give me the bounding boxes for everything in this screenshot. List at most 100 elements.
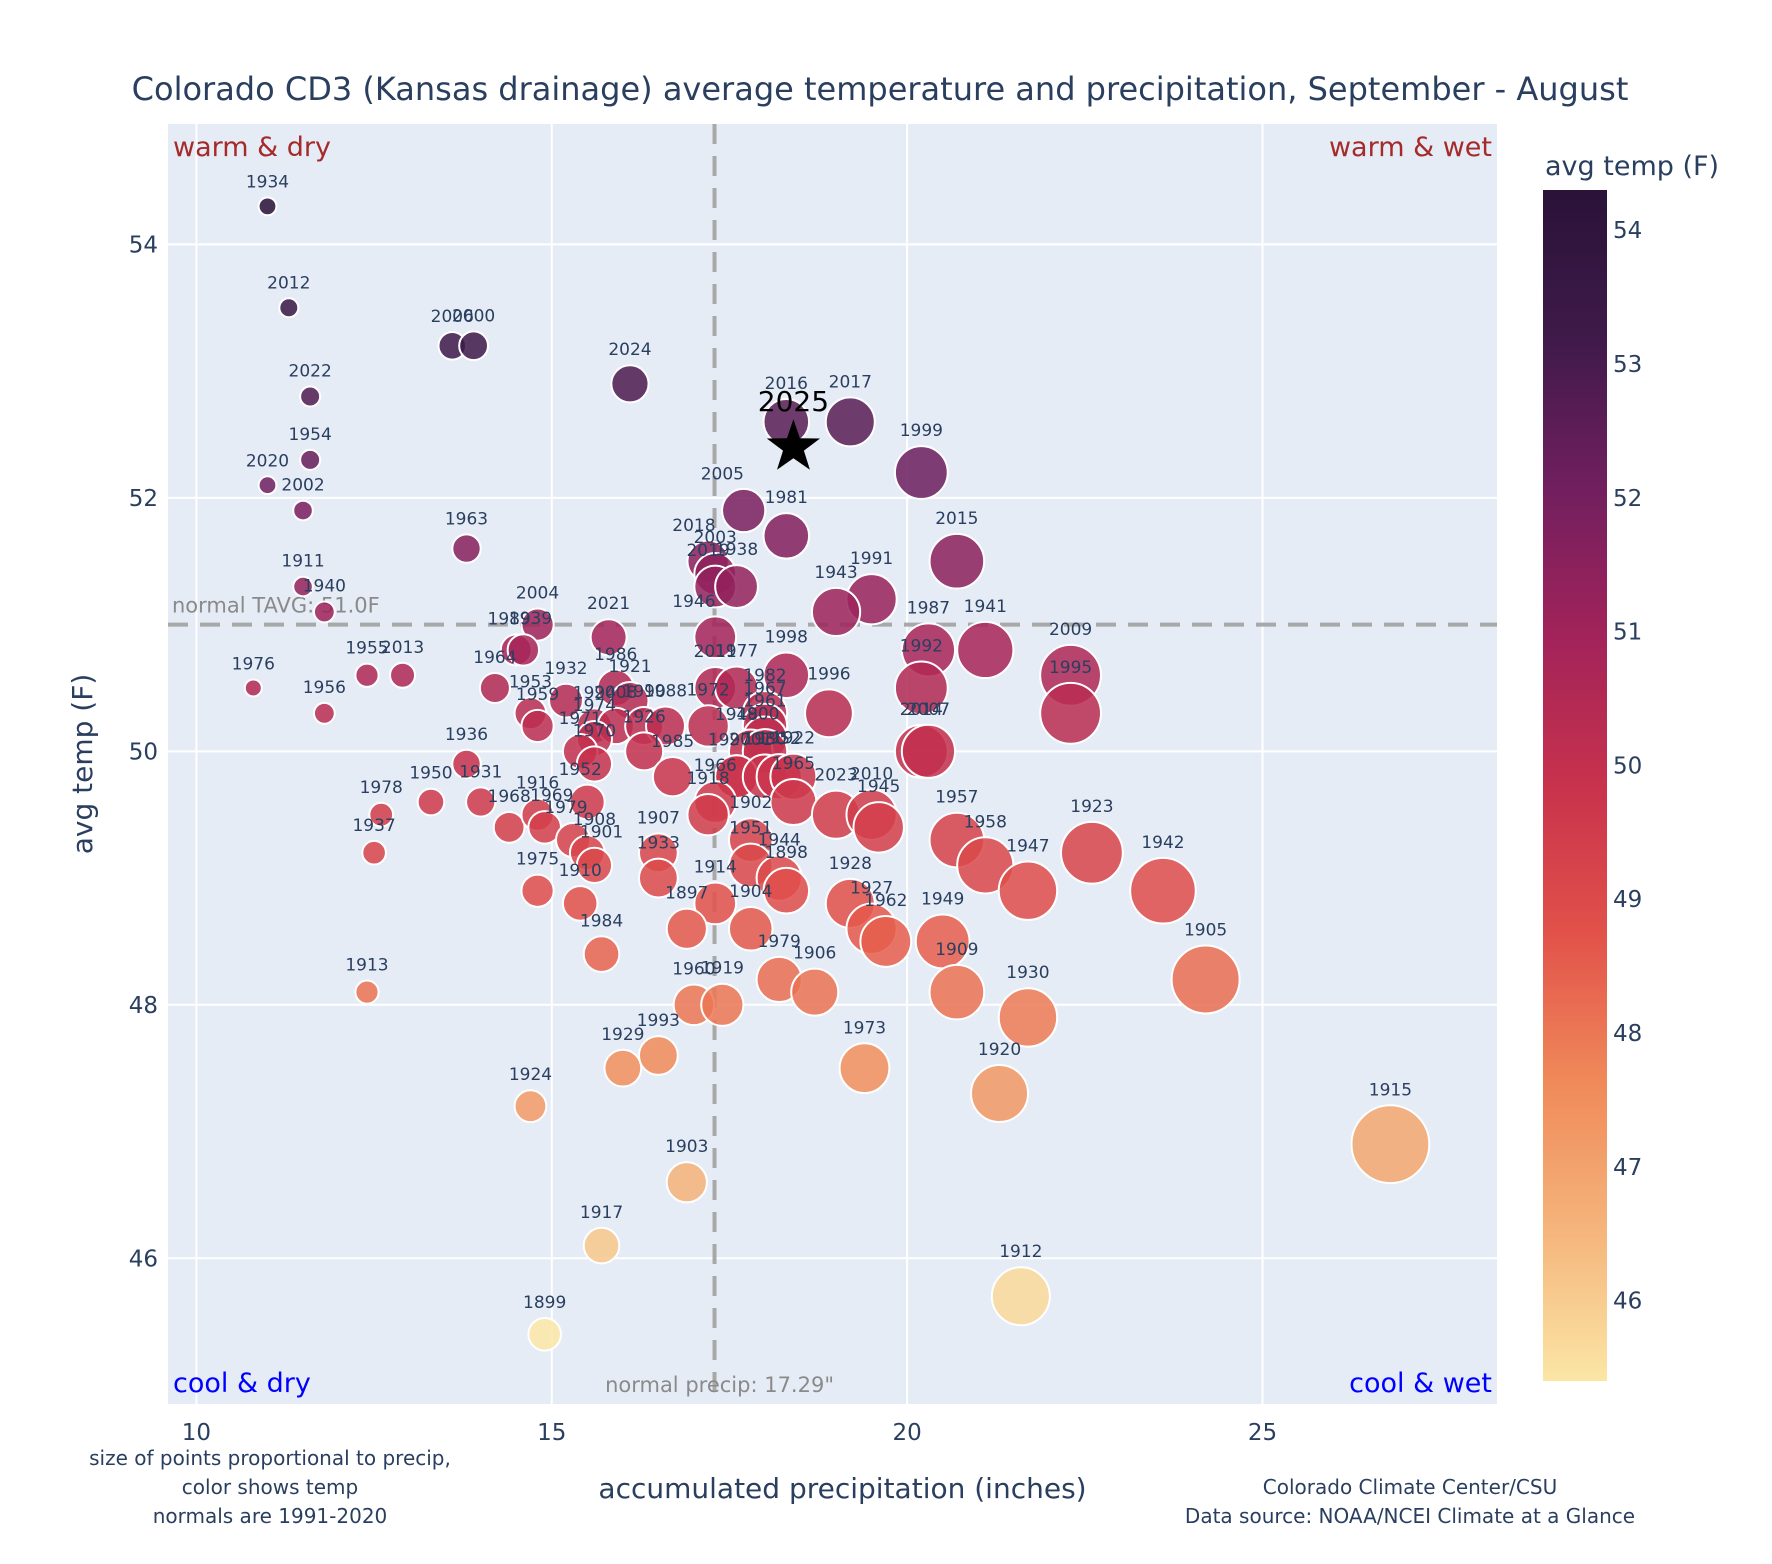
data-point[interactable]: [575, 745, 614, 783]
data-point[interactable]: [1129, 856, 1197, 925]
year-label: 1928: [829, 854, 872, 874]
data-point[interactable]: [693, 881, 738, 926]
data-point[interactable]: [956, 620, 1015, 680]
colorbar-title: avg temp (F): [1545, 151, 1719, 182]
data-point[interactable]: [852, 801, 905, 854]
data-point[interactable]: [416, 787, 446, 817]
data-point[interactable]: [603, 1048, 643, 1088]
data-point[interactable]: [804, 688, 854, 739]
data-point[interactable]: [513, 1089, 548, 1124]
data-point[interactable]: [520, 708, 555, 744]
data-point[interactable]: [257, 475, 278, 496]
data-point[interactable]: [292, 575, 314, 598]
data-point[interactable]: [492, 810, 526, 844]
year-label: 1955: [345, 639, 388, 659]
data-point[interactable]: [506, 633, 541, 667]
data-point[interactable]: [893, 660, 949, 716]
data-point[interactable]: [997, 987, 1059, 1048]
data-point[interactable]: [762, 512, 811, 560]
data-point[interactable]: [1060, 820, 1124, 885]
data-point[interactable]: [838, 1042, 891, 1095]
data-point[interactable]: [451, 748, 482, 780]
data-point[interactable]: [575, 846, 614, 884]
data-point[interactable]: [312, 600, 336, 624]
data-point[interactable]: [624, 731, 665, 772]
data-point[interactable]: [243, 678, 263, 698]
data-point[interactable]: [900, 723, 957, 779]
data-point[interactable]: [727, 905, 774, 952]
year-label: 1995: [1049, 658, 1092, 678]
data-point[interactable]: [700, 982, 745, 1027]
year-label: 1938: [715, 540, 758, 560]
year-label: 1909: [935, 940, 978, 960]
data-point[interactable]: [354, 979, 380, 1005]
data-point[interactable]: [527, 1316, 562, 1352]
data-point[interactable]: [810, 586, 862, 638]
data-point[interactable]: [928, 532, 986, 590]
data-point[interactable]: [389, 661, 417, 689]
data-point[interactable]: [368, 801, 395, 828]
year-label: 1943: [814, 563, 857, 583]
data-point[interactable]: [478, 671, 511, 704]
data-point[interactable]: [610, 364, 650, 404]
data-point[interactable]: [762, 651, 811, 700]
data-point[interactable]: [637, 1035, 679, 1076]
year-label: 1917: [580, 1203, 623, 1223]
data-point[interactable]: [548, 682, 584, 719]
data-point[interactable]: [451, 533, 482, 564]
normal-temp-label: normal TAVG: 51.0F: [172, 594, 380, 618]
data-point[interactable]: [769, 778, 818, 827]
year-label: 1998: [765, 628, 808, 648]
year-label: 1989: [488, 610, 531, 630]
year-label: 2009: [1049, 620, 1092, 640]
data-point[interactable]: [665, 907, 708, 950]
data-point[interactable]: [299, 385, 322, 408]
data-point[interactable]: [990, 1266, 1051, 1327]
data-point[interactable]: [458, 330, 489, 362]
data-point[interactable]: [651, 755, 694, 798]
data-point[interactable]: [278, 297, 300, 319]
data-point[interactable]: [859, 915, 913, 968]
data-point[interactable]: [1039, 681, 1102, 745]
data-point[interactable]: [997, 860, 1059, 921]
data-point[interactable]: [361, 839, 387, 866]
data-point[interactable]: [561, 885, 599, 922]
data-point[interactable]: [893, 445, 949, 500]
data-point[interactable]: [721, 487, 767, 534]
data-point[interactable]: [582, 1226, 621, 1265]
data-point[interactable]: [582, 935, 621, 973]
data-point[interactable]: [465, 786, 497, 818]
data-point[interactable]: [1170, 944, 1241, 1015]
highlight-star[interactable]: [766, 419, 820, 470]
data-point[interactable]: [292, 499, 314, 522]
year-label: 1959: [516, 685, 559, 705]
data-point[interactable]: [790, 967, 840, 1017]
data-point[interactable]: [970, 1064, 1030, 1124]
data-point[interactable]: [762, 866, 811, 915]
data-point[interactable]: [299, 448, 322, 471]
data-point[interactable]: [928, 963, 986, 1021]
data-point[interactable]: [824, 396, 876, 448]
data-point[interactable]: [354, 662, 380, 688]
data-point[interactable]: [520, 873, 555, 908]
data-point[interactable]: [257, 196, 278, 217]
data-point[interactable]: [589, 618, 628, 657]
data-point[interactable]: [693, 615, 738, 660]
year-label: 1957: [935, 788, 978, 808]
data-point[interactable]: [568, 783, 606, 821]
year-label: 2002: [281, 476, 324, 496]
data-point[interactable]: [637, 857, 679, 899]
data-point[interactable]: [665, 1161, 708, 1204]
data-point[interactable]: [312, 701, 336, 725]
data-point[interactable]: [1350, 1104, 1431, 1185]
year-label: 2003: [694, 528, 737, 548]
year-label: 1951: [729, 819, 772, 839]
data-point[interactable]: [686, 704, 730, 748]
year-label: 1904: [729, 882, 772, 902]
data-point[interactable]: [686, 792, 730, 837]
year-label: 1923: [1070, 797, 1113, 817]
year-label: 1918: [686, 769, 729, 789]
data-point[interactable]: [520, 607, 555, 642]
year-label: 1946: [672, 592, 715, 612]
data-point[interactable]: [714, 564, 759, 609]
